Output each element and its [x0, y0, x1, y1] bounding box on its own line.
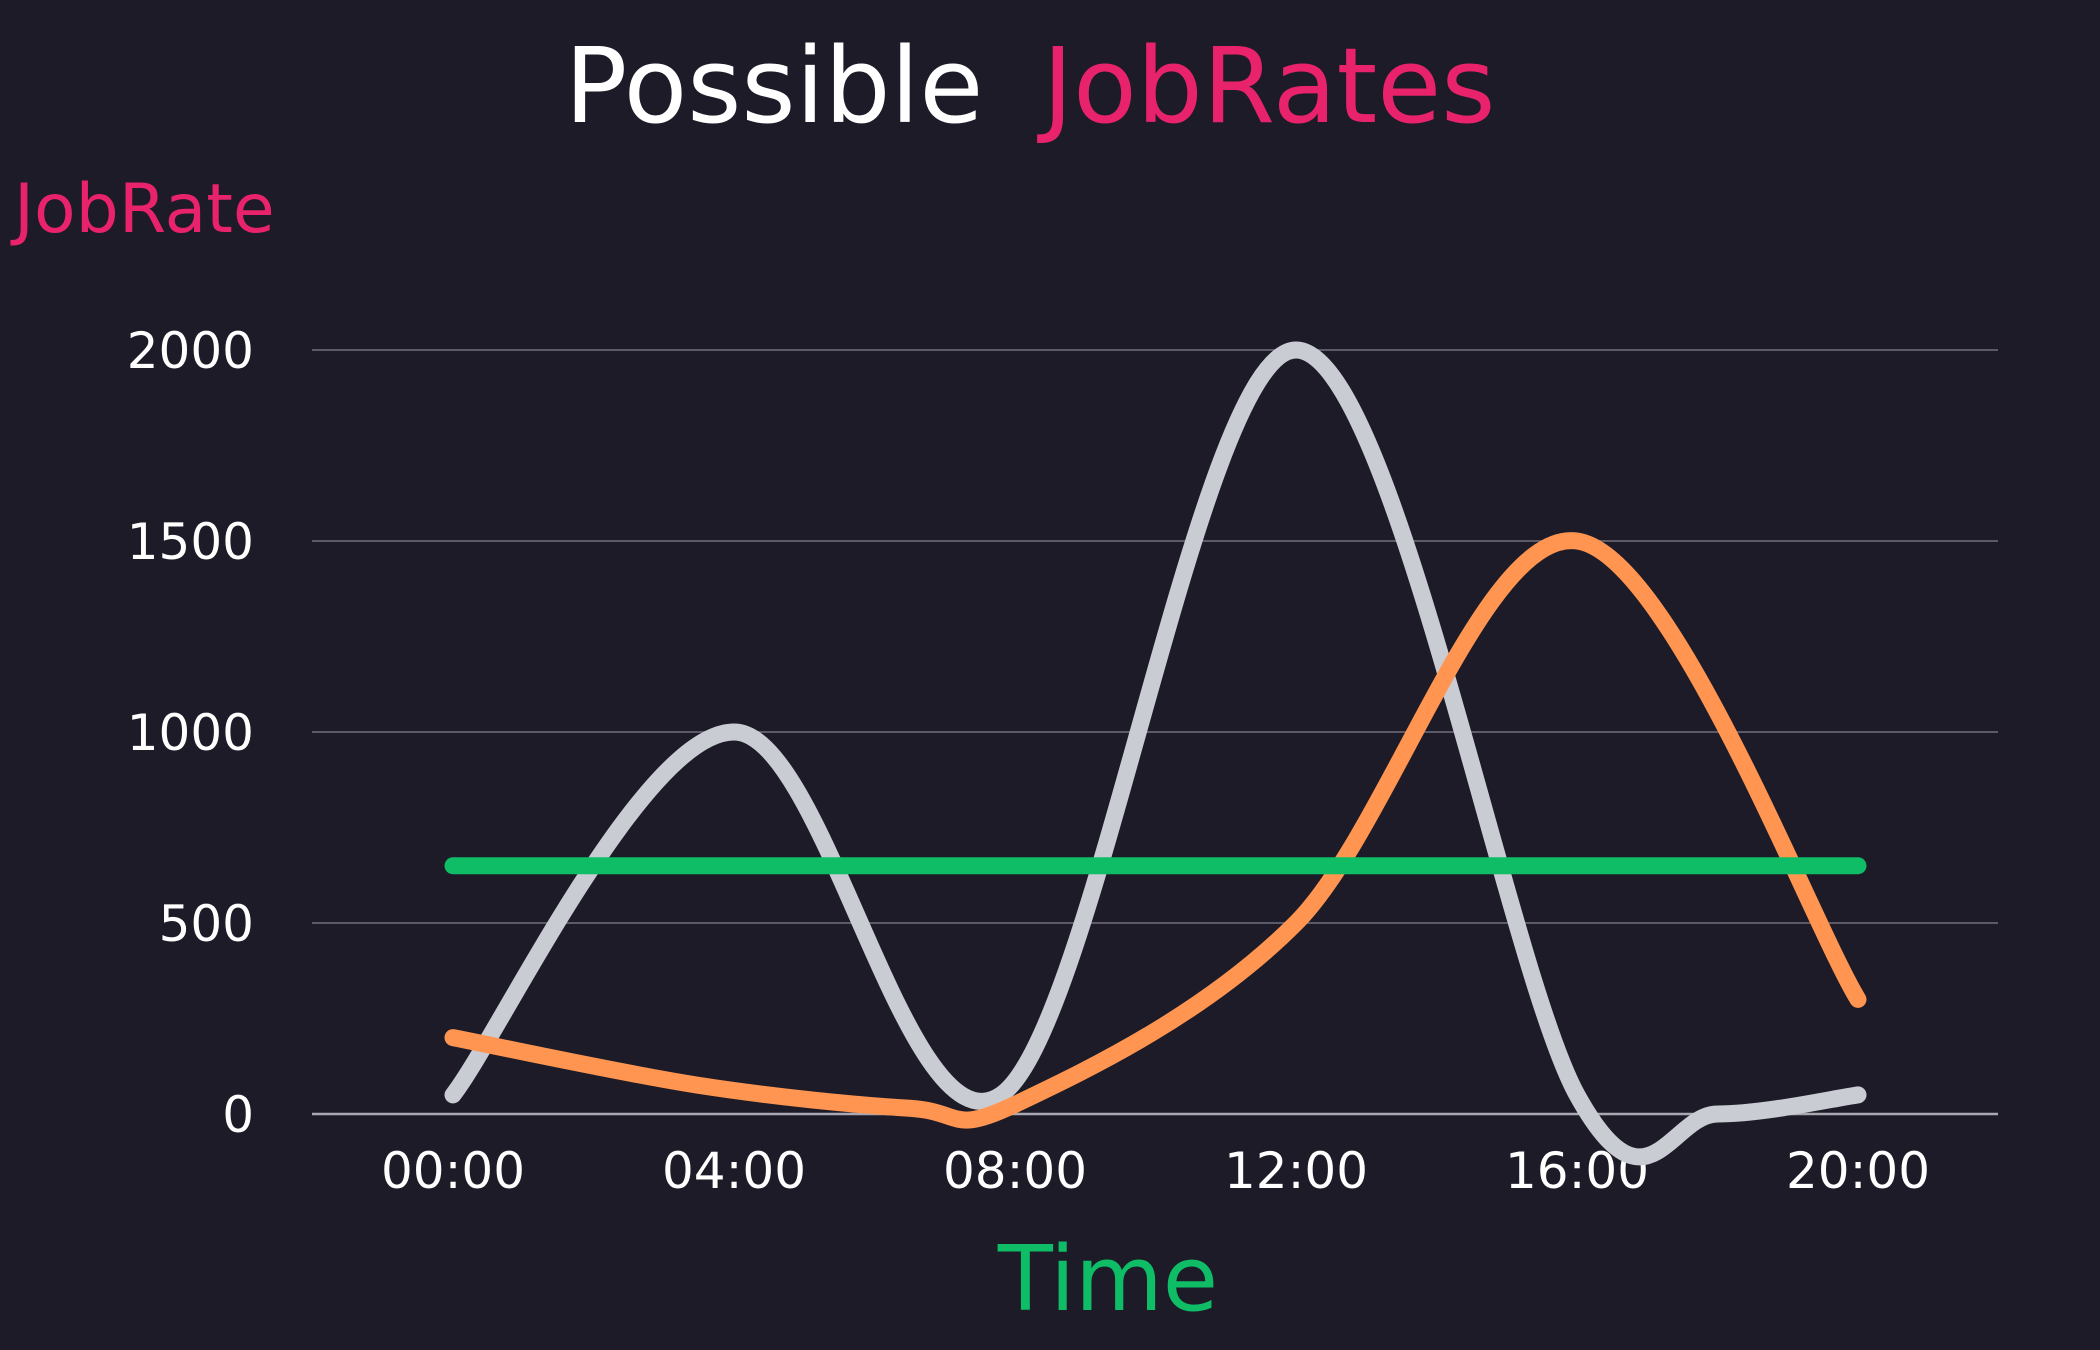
x-axis-title: Time [997, 1227, 1218, 1332]
x-tick-label: 12:00 [1224, 1142, 1368, 1200]
chart-title-prefix: Possible [565, 25, 984, 147]
y-tick-label: 0 [222, 1086, 254, 1144]
y-tick-label: 1500 [127, 513, 254, 571]
chart-title-highlight: JobRates [1036, 25, 1495, 147]
series-lines [444, 341, 1867, 1166]
x-axis-ticks: 00:00 04:00 08:00 12:00 16:00 20:00 [381, 1142, 1930, 1200]
y-tick-label: 2000 [127, 322, 254, 380]
series-line-gray [444, 341, 1867, 1166]
chart-title: Possible JobRates [565, 25, 1496, 147]
grid-lines [312, 349, 1998, 1116]
series-line-orange [444, 532, 1867, 1129]
x-tick-label: 20:00 [1786, 1142, 1930, 1200]
y-axis-ticks: 0 500 1000 1500 2000 [127, 322, 254, 1144]
y-tick-label: 1000 [127, 704, 254, 762]
x-tick-label: 00:00 [381, 1142, 525, 1200]
y-tick-label: 500 [159, 895, 254, 953]
y-axis-title: JobRate [10, 170, 275, 249]
x-tick-label: 08:00 [943, 1142, 1087, 1200]
x-tick-label: 04:00 [662, 1142, 806, 1200]
